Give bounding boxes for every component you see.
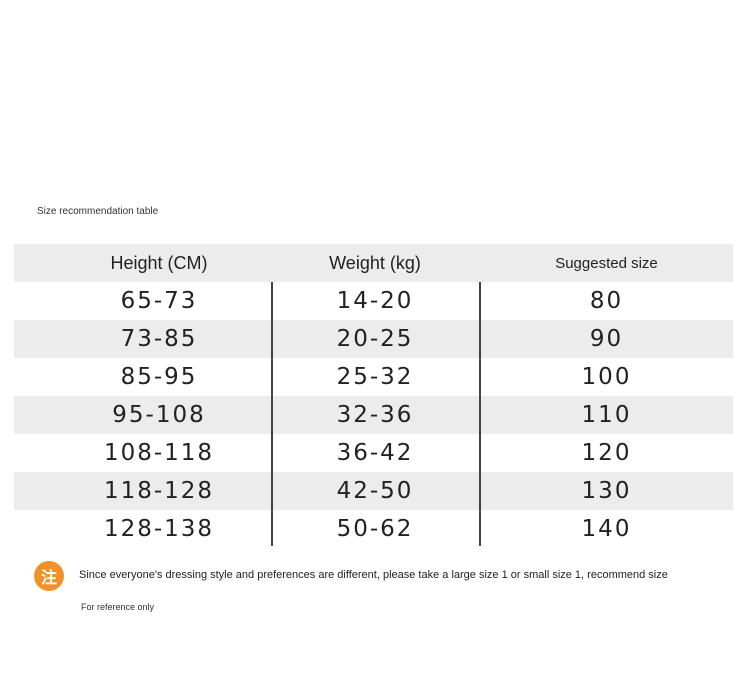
table-body: 65-73 14-20 80 73-85 20-25 90 85-95 25-3… — [14, 282, 733, 548]
size-cell: 80 — [589, 288, 624, 314]
weight-cell: 32-36 — [336, 402, 414, 428]
table-header-row: Height (CM) Weight (kg) Suggested size — [14, 244, 733, 282]
height-cell: 118-128 — [103, 478, 215, 504]
table-row: 95-108 32-36 110 — [14, 396, 733, 434]
column-header-size: Suggested size — [555, 254, 658, 272]
table-row: 118-128 42-50 130 — [14, 472, 733, 510]
size-table: Height (CM) Weight (kg) Suggested size 6… — [14, 244, 733, 548]
size-cell: 120 — [581, 440, 632, 466]
size-cell: 90 — [589, 326, 624, 352]
note-text: Since everyone's dressing style and pref… — [79, 569, 668, 581]
size-cell: 110 — [581, 402, 632, 428]
height-cell: 108-118 — [103, 440, 215, 466]
column-header-weight: Weight (kg) — [329, 252, 421, 273]
weight-cell: 36-42 — [336, 440, 414, 466]
column-divider — [271, 282, 273, 546]
weight-cell: 14-20 — [336, 288, 414, 314]
table-row: 128-138 50-62 140 — [14, 510, 733, 548]
height-cell: 85-95 — [120, 364, 198, 390]
table-row: 65-73 14-20 80 — [14, 282, 733, 320]
size-cell: 130 — [581, 478, 632, 504]
size-cell: 100 — [581, 364, 632, 390]
height-cell: 73-85 — [120, 326, 198, 352]
reference-note: For reference only — [81, 602, 155, 612]
height-cell: 95-108 — [112, 402, 206, 428]
height-cell: 128-138 — [103, 516, 215, 542]
table-row: 73-85 20-25 90 — [14, 320, 733, 358]
size-cell: 140 — [581, 516, 632, 542]
column-header-height: Height (CM) — [110, 252, 208, 273]
table-row: 108-118 36-42 120 — [14, 434, 733, 472]
weight-cell: 42-50 — [336, 478, 414, 504]
column-divider — [479, 282, 481, 546]
weight-cell: 20-25 — [336, 326, 414, 352]
table-row: 85-95 25-32 100 — [14, 358, 733, 396]
table-title: Size recommendation table — [37, 206, 159, 217]
weight-cell: 50-62 — [336, 516, 414, 542]
weight-cell: 25-32 — [336, 364, 414, 390]
note-icon: 注 — [34, 561, 64, 591]
height-cell: 65-73 — [120, 288, 198, 314]
